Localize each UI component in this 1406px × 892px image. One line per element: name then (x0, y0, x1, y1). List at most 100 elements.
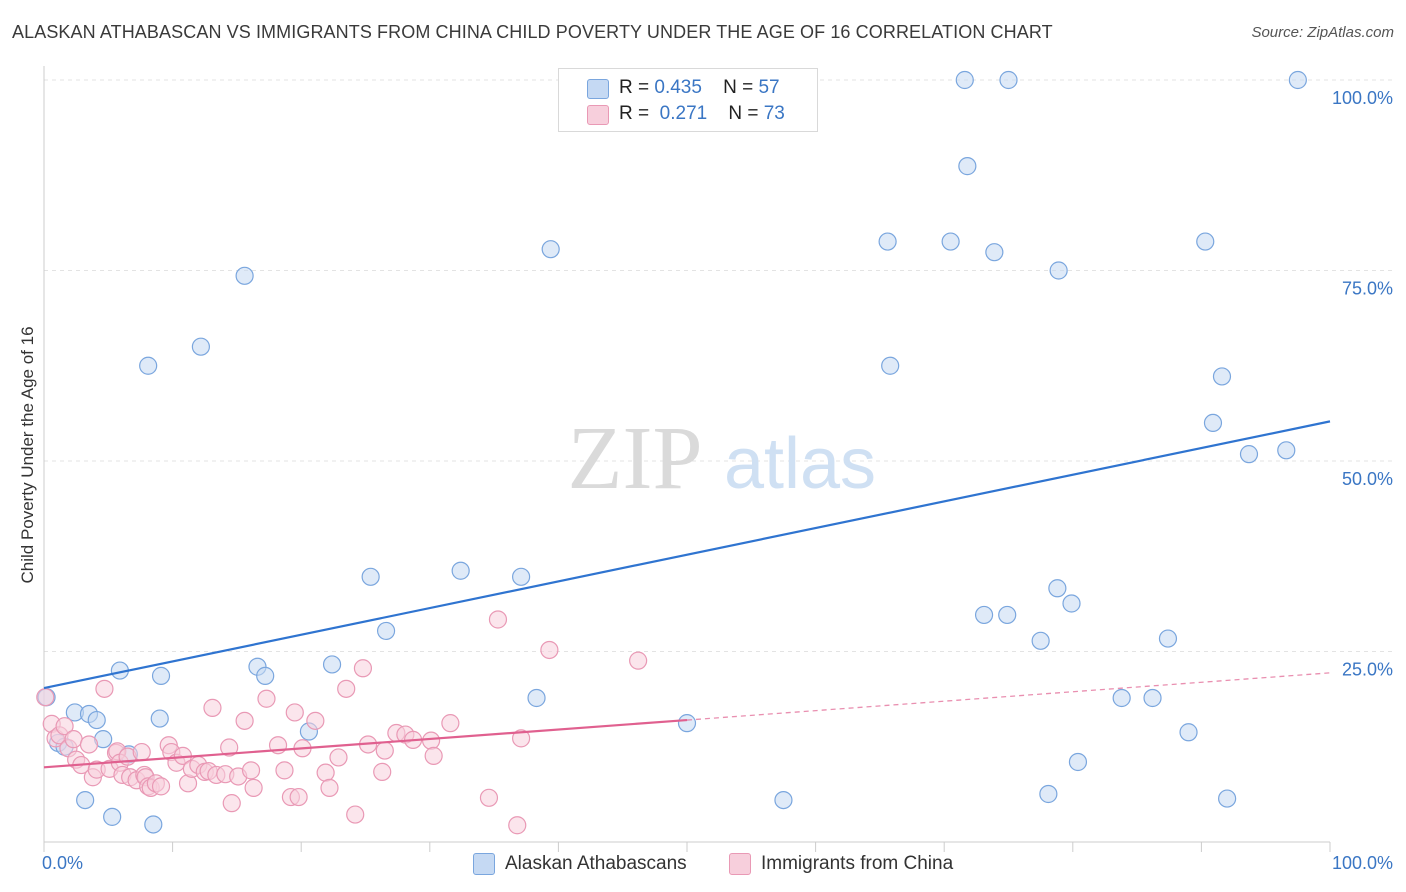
china-point (79, 735, 99, 754)
china-point (488, 610, 508, 629)
athabascan-point (1218, 789, 1237, 808)
china-point (257, 689, 276, 708)
chart-title: ALASKAN ATHABASCAN VS IMMIGRANTS FROM CH… (12, 22, 1053, 42)
athabascan-point (256, 666, 275, 685)
athabascan-point (361, 567, 380, 586)
athabascan-point (527, 688, 546, 708)
china-point (95, 679, 114, 698)
athabascan-point (881, 356, 900, 375)
legend-n-label: N = (728, 103, 759, 124)
china-point (275, 761, 294, 780)
china-point (373, 762, 392, 781)
axes (43, 66, 1331, 852)
athabascan-point (1179, 723, 1198, 742)
athabascan-point (955, 70, 974, 90)
tick-labels: 25.0% 50.0% 75.0% 100.0% 0.0% 100.0% (42, 88, 1393, 873)
china-point (353, 659, 373, 678)
china-point (329, 748, 348, 767)
athabascan-point (144, 815, 163, 834)
y-tick-label: 50.0% (1342, 469, 1393, 489)
correlation-legend: R = 0.435 N = 57 R = 0.271 N = 73 (558, 68, 818, 132)
athabascan-point (958, 157, 977, 176)
china-point (241, 761, 261, 780)
legend-r-label: R = (619, 103, 650, 124)
x-tick-label-min: 0.0% (42, 853, 83, 873)
china-point (203, 698, 222, 717)
athabascan-point (322, 655, 342, 674)
china-point (337, 679, 356, 698)
athabascan-point (451, 561, 470, 580)
china-point (316, 763, 335, 782)
athabascan-point (998, 605, 1017, 625)
china-point (220, 738, 239, 757)
legend-r-value: 0.271 (659, 103, 708, 124)
china-point (508, 816, 527, 835)
athabascan-point (139, 356, 158, 375)
legend-swatch-pink (587, 105, 609, 125)
bottom-legend-swatch-pink (729, 853, 751, 875)
china-point (629, 651, 648, 670)
athabascan-point (1062, 594, 1081, 613)
athabascan-point (1039, 784, 1058, 804)
china-point (320, 778, 339, 797)
china-point (222, 794, 241, 813)
athabascan-point (974, 605, 994, 625)
y-axis-label-wrap: Child Poverty Under the Age of 16 (18, 326, 38, 583)
china-point (375, 741, 394, 760)
bottom-legend-label: Immigrants from China (761, 853, 954, 874)
athabascan-point (1288, 70, 1307, 90)
china-point (479, 788, 499, 807)
legend-swatch-blue (587, 79, 609, 99)
athabascan-point (376, 621, 396, 641)
athabascan-point (999, 70, 1018, 90)
bottom-legend-label: Alaskan Athabascans (505, 853, 687, 874)
athabascan-point (1031, 631, 1050, 650)
x-tick-label-max: 100.0% (1332, 853, 1393, 873)
trend-lines (43, 420, 1331, 769)
athabascan-point (1277, 441, 1296, 460)
china-point (235, 711, 254, 730)
bottom-legend-swatch-blue (473, 853, 495, 875)
y-tick-label: 100.0% (1332, 88, 1393, 108)
athabascan-trend-line (43, 420, 1331, 690)
china-trend-line (43, 718, 688, 769)
athabascan-point (87, 710, 106, 730)
legend-n-label: N = (723, 77, 754, 98)
china-point (441, 714, 460, 733)
athabascan-point (941, 232, 960, 251)
china-trend-line-extension (686, 672, 1331, 721)
china-point (289, 787, 308, 807)
athabascan-point (677, 714, 697, 733)
watermark: ZIP atlas (568, 409, 877, 508)
athabascan-point (235, 266, 254, 285)
athabascan-point (1068, 752, 1088, 772)
china-point (55, 717, 74, 736)
athabascan-point (1143, 688, 1162, 708)
china-point (36, 688, 55, 707)
china-point (512, 729, 531, 748)
china-point (285, 703, 304, 722)
y-tick-label: 25.0% (1342, 660, 1393, 680)
athabascan-point (150, 709, 169, 728)
china-point (540, 640, 559, 660)
athabascan-point (76, 790, 95, 810)
athabascan-point (103, 807, 122, 826)
legend-n-value: 57 (758, 77, 780, 98)
china-point (424, 746, 443, 765)
athabascan-point (1196, 232, 1215, 251)
athabascan-point (541, 240, 560, 259)
athabascan-point (151, 666, 171, 685)
athabascan-point (774, 790, 793, 810)
athabascan-point (1048, 579, 1067, 598)
athabascan-point (191, 337, 210, 356)
legend-n-value: 73 (763, 103, 785, 124)
athabascan-point (1112, 688, 1131, 708)
china-point (64, 730, 83, 749)
athabascan-point (1049, 261, 1068, 280)
athabascan-point (1239, 445, 1259, 464)
china-point (346, 805, 365, 824)
athabascan-point (1158, 629, 1178, 648)
china-point (244, 778, 263, 797)
watermark-zip: ZIP (568, 409, 703, 508)
